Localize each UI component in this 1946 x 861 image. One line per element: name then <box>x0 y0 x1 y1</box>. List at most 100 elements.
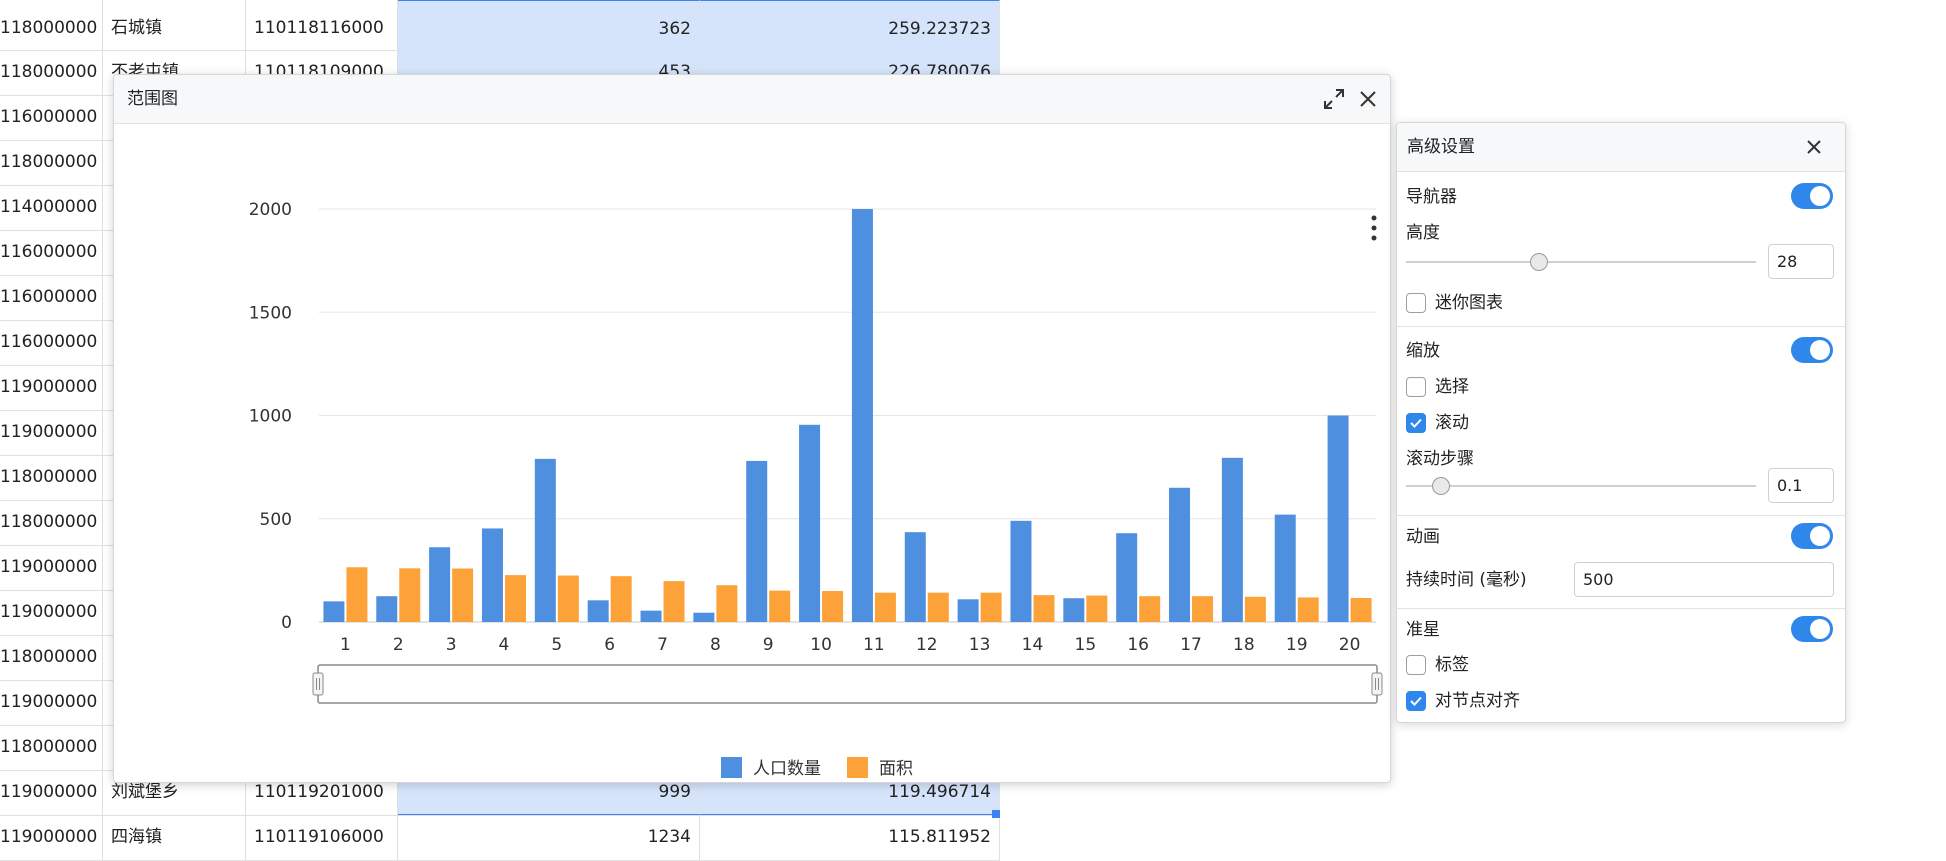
navigator-handle <box>312 672 324 696</box>
table-cell[interactable]: 110119201000 <box>246 770 398 815</box>
x-tick-label: 8 <box>710 635 721 655</box>
table-cell[interactable]: 119000000 <box>0 365 103 410</box>
y-tick-label: 2000 <box>249 200 292 220</box>
table-cell[interactable]: 116000000 <box>0 230 103 275</box>
more-vertical-icon[interactable] <box>1371 215 1377 241</box>
bar-area <box>399 568 421 622</box>
table-row: 119000000 四海镇 110119106000 1234 115.811952 <box>0 815 1000 861</box>
animation-toggle[interactable] <box>1791 523 1833 549</box>
mini-chart-label: 迷你图表 <box>1435 293 1503 313</box>
x-tick-label: 11 <box>863 635 885 655</box>
table-cell[interactable]: 115.811952 <box>700 815 1000 860</box>
table-cell[interactable]: 362 <box>398 0 700 50</box>
table-cell[interactable]: 118000000 <box>0 455 103 500</box>
snap-to-node-label: 对节点对齐 <box>1435 691 1520 711</box>
navigator-height-label: 高度 <box>1406 223 1440 243</box>
bar-area <box>716 585 738 622</box>
bar-area <box>557 575 579 622</box>
mini-chart-checkbox[interactable] <box>1406 293 1426 313</box>
bar-area <box>1086 595 1108 622</box>
bar-area <box>1139 596 1161 622</box>
table-cell[interactable]: 119000000 <box>0 590 103 635</box>
y-tick-label: 1000 <box>249 407 292 427</box>
x-tick-label: 15 <box>1075 635 1097 655</box>
crosshair-label: 准星 <box>1406 620 1440 640</box>
dialog-title: 范围图 <box>127 89 178 109</box>
x-tick-label: 7 <box>657 635 668 655</box>
navigator-height-slider-thumb[interactable] <box>1530 253 1548 271</box>
scroll-step-input[interactable]: 0.1 <box>1768 468 1834 503</box>
divider <box>1397 326 1845 327</box>
bar-population <box>904 532 926 622</box>
table-cell[interactable]: 110118116000 <box>246 0 398 50</box>
table-cell[interactable]: 259.223723 <box>700 0 1000 50</box>
bar-area <box>874 592 896 622</box>
crosshair-toggle[interactable] <box>1791 616 1833 642</box>
bar-population <box>1221 457 1243 622</box>
expand-icon[interactable] <box>1322 87 1346 111</box>
table-cell[interactable]: 刘斌堡乡 <box>103 770 246 815</box>
table-cell[interactable]: 119000000 <box>0 545 103 590</box>
bar-population <box>640 610 662 622</box>
table-cell[interactable]: 110119106000 <box>246 815 398 860</box>
bar-population <box>851 209 873 622</box>
animation-label: 动画 <box>1406 527 1440 547</box>
x-tick-label: 19 <box>1286 635 1308 655</box>
zoom-scroll-label: 滚动 <box>1435 413 1469 433</box>
table-cell[interactable]: 石城镇 <box>103 0 246 50</box>
table-cell[interactable]: 116000000 <box>0 320 103 365</box>
table-cell[interactable]: 118000000 <box>0 140 103 185</box>
table-cell[interactable]: 119000000 <box>0 770 103 815</box>
table-cell[interactable]: 118000000 <box>0 635 103 680</box>
table-cell[interactable]: 116000000 <box>0 95 103 140</box>
bar-area <box>927 592 949 622</box>
close-icon[interactable] <box>1803 136 1825 158</box>
zoom-select-checkbox[interactable] <box>1406 377 1426 397</box>
bar-population <box>693 612 715 622</box>
dialog-header: 范围图 <box>114 75 1390 124</box>
zoom-toggle[interactable] <box>1791 337 1833 363</box>
bar-area <box>346 567 368 622</box>
bar-population <box>429 547 451 622</box>
bar-area <box>663 581 685 622</box>
fill-handle[interactable] <box>992 810 1000 818</box>
crosshair-labels-checkbox[interactable] <box>1406 655 1426 675</box>
bar-population <box>587 600 609 622</box>
table-cell[interactable]: 119000000 <box>0 680 103 725</box>
close-icon[interactable] <box>1356 87 1380 111</box>
x-tick-label: 16 <box>1127 635 1149 655</box>
table-cell[interactable]: 118000000 <box>0 725 103 770</box>
navigator-toggle[interactable] <box>1791 183 1833 209</box>
bar-population <box>1063 598 1085 622</box>
table-cell[interactable]: 119000000 <box>0 815 103 860</box>
table-cell[interactable]: 119000000 <box>0 410 103 455</box>
table-cell[interactable]: 118000000 <box>0 500 103 545</box>
navigator-height-slider[interactable] <box>1406 261 1756 263</box>
settings-title: 高级设置 <box>1407 137 1475 157</box>
range-chart-dialog: 范围图 0 500 1000 1500 2000 1 2 3 4 5 6 7 8 9 10 11 12 13 14 1… <box>113 74 1391 783</box>
scroll-step-slider[interactable] <box>1406 485 1756 487</box>
bar-population <box>481 528 503 622</box>
table-cell[interactable]: 1234 <box>398 815 700 860</box>
y-tick-label: 0 <box>281 613 292 633</box>
x-tick-label: 10 <box>810 635 832 655</box>
table-cell[interactable]: 114000000 <box>0 185 103 230</box>
navigator-height-input[interactable]: 28 <box>1768 244 1834 279</box>
legend-label: 人口数量 <box>753 759 821 779</box>
advanced-settings-panel: 高级设置 导航器 高度 28 迷你图表 缩放 选择 滚动 滚动步骤 0.1 动画… <box>1396 122 1846 723</box>
bar-population <box>1274 514 1296 622</box>
bar-population <box>1327 415 1349 622</box>
zoom-scroll-checkbox[interactable] <box>1406 413 1426 433</box>
duration-input[interactable]: 500 <box>1574 562 1834 597</box>
table-cell[interactable]: 116000000 <box>0 275 103 320</box>
scroll-step-slider-thumb[interactable] <box>1432 477 1450 495</box>
table-cell[interactable]: 四海镇 <box>103 815 246 860</box>
table-cell[interactable]: 118000000 <box>0 0 103 50</box>
bar-area <box>1033 595 1055 622</box>
snap-to-node-checkbox[interactable] <box>1406 691 1426 711</box>
bar-population <box>1010 520 1032 622</box>
duration-label: 持续时间 (毫秒) <box>1406 570 1527 590</box>
table-cell[interactable]: 118000000 <box>0 50 103 95</box>
x-tick-label: 3 <box>446 635 457 655</box>
